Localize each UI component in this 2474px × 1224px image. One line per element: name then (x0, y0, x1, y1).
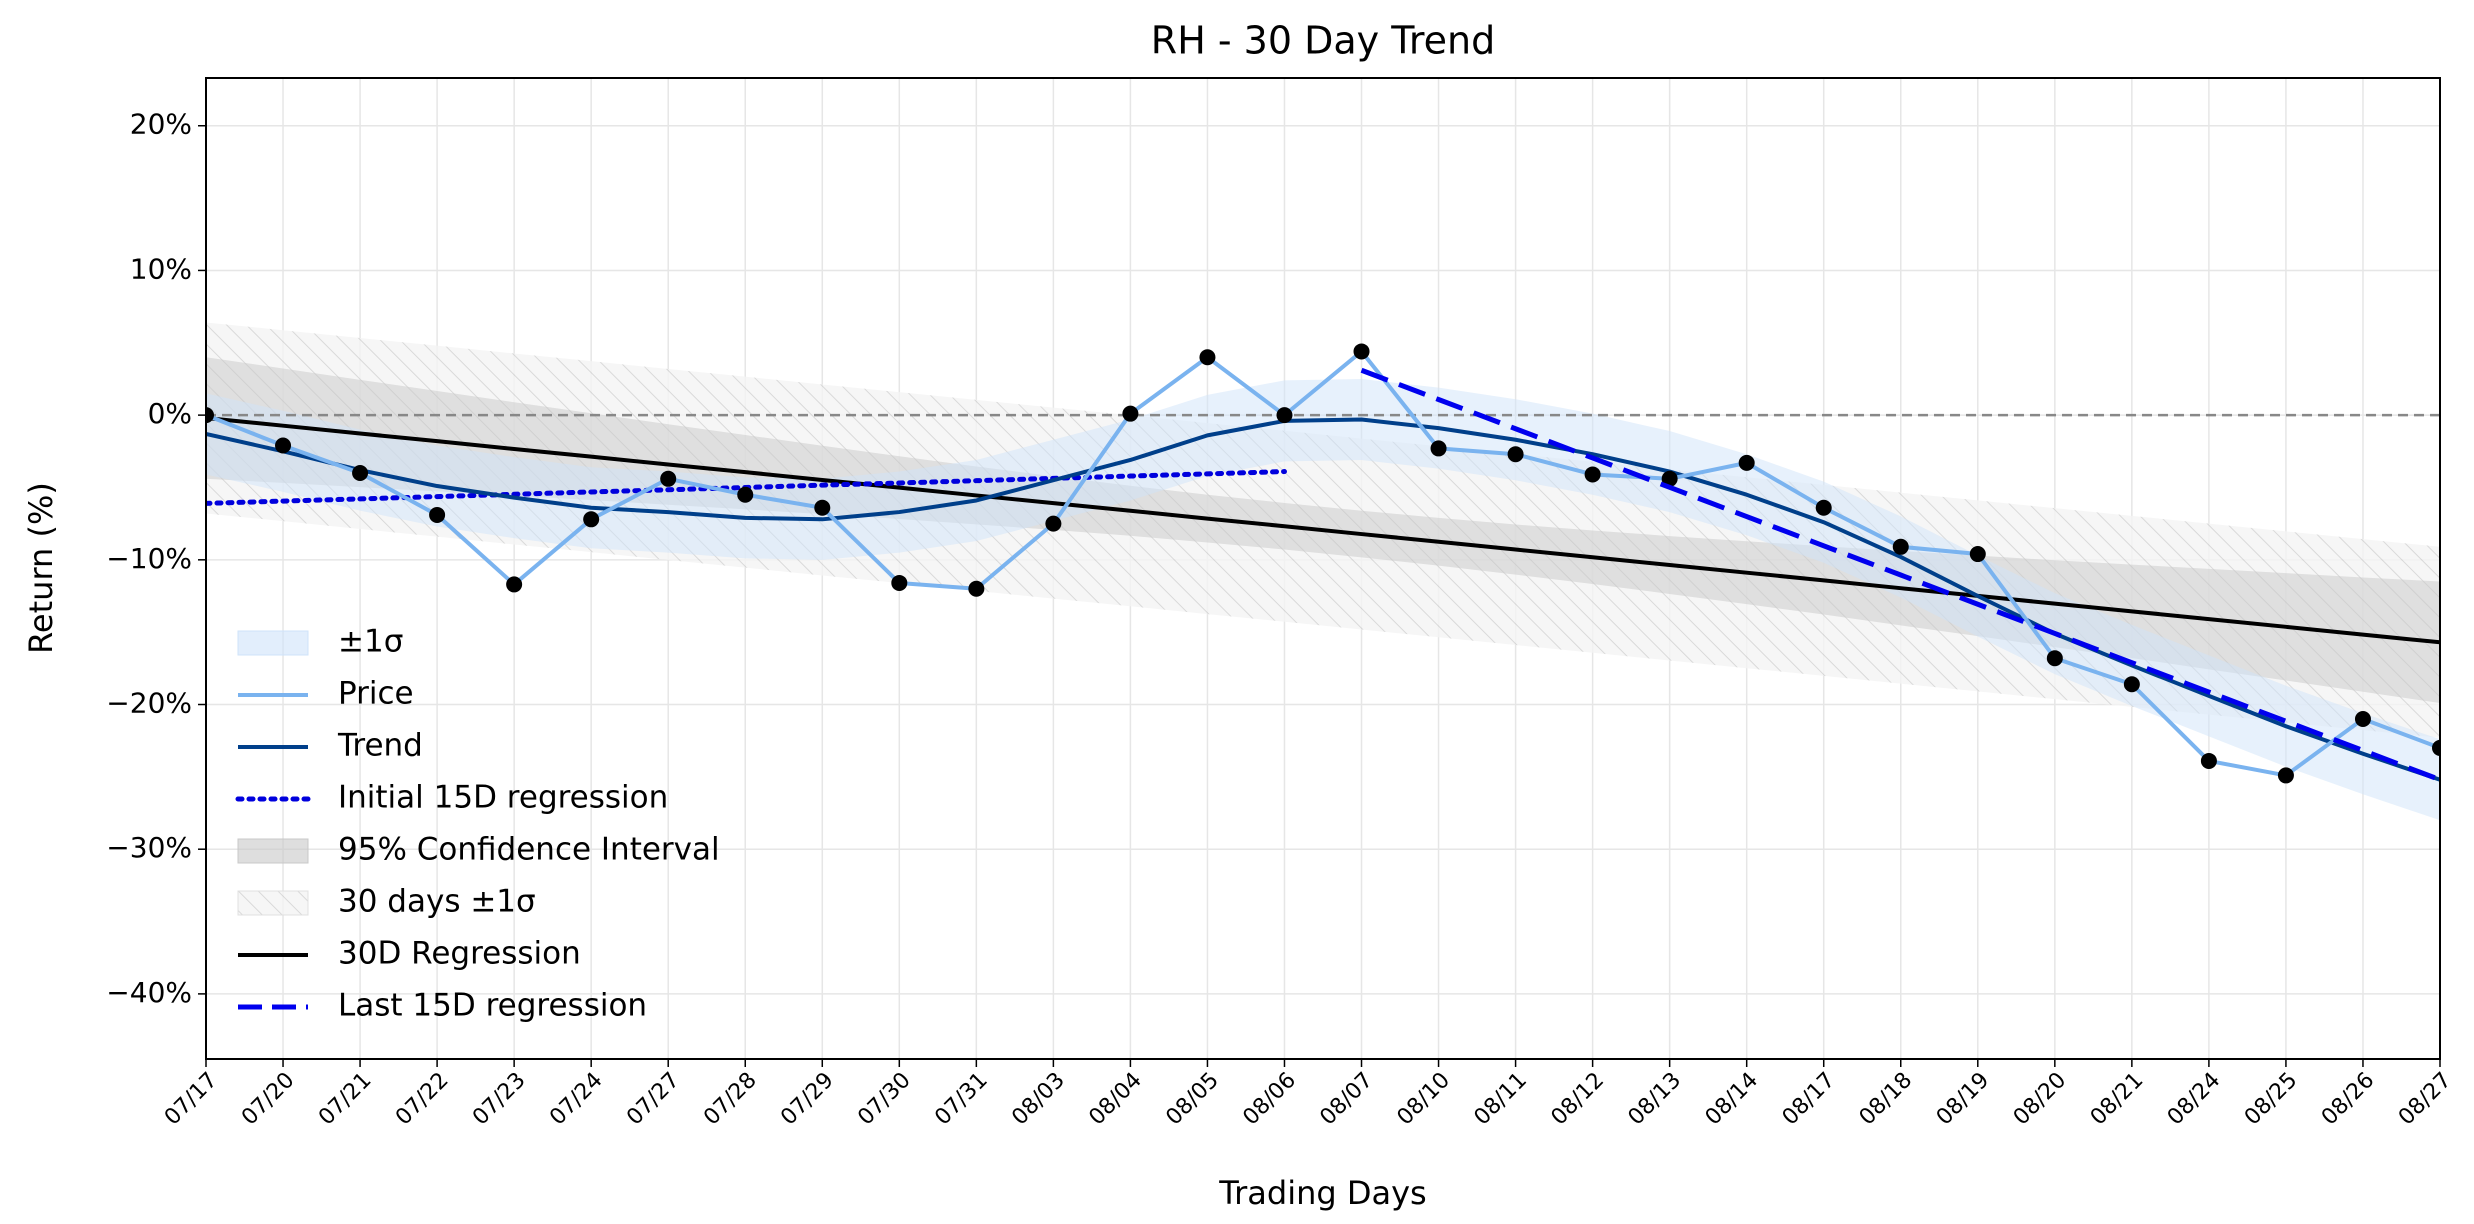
point (1584, 466, 1601, 483)
legend-swatch (237, 890, 309, 916)
legend-label: Last 15D regression (338, 988, 647, 1024)
point (2277, 767, 2294, 784)
legend-label: ±1σ (338, 624, 403, 660)
point (2354, 710, 2371, 727)
point (1276, 407, 1293, 424)
point (814, 499, 831, 516)
point (1045, 515, 1062, 532)
y-tick-label: −40% (106, 976, 192, 1009)
legend-label: 30 days ±1σ (338, 884, 536, 920)
point (1353, 343, 1370, 360)
point (1815, 499, 1832, 516)
point (2123, 676, 2140, 693)
legend-label: 95% Confidence Interval (338, 832, 720, 868)
point (660, 470, 677, 487)
legend-swatch (237, 630, 309, 656)
point (206, 407, 214, 424)
point (1738, 454, 1755, 471)
y-tick-label: 20% (130, 108, 192, 141)
y-axis-label: Return (%) (22, 482, 60, 654)
line (206, 416, 2440, 645)
y-tick-label: −20% (106, 687, 192, 720)
point (1122, 405, 1139, 422)
point (583, 511, 600, 528)
y-tick-label: −30% (106, 831, 192, 864)
line (1360, 367, 2440, 783)
plot-area (206, 322, 2440, 821)
point (1199, 349, 1216, 366)
point (506, 576, 523, 593)
legend-label: Initial 15D regression (338, 780, 668, 816)
point (968, 580, 985, 597)
y-tick-label: 0% (148, 397, 192, 430)
legend-label: Price (338, 676, 414, 712)
point (1969, 546, 1986, 563)
point (2046, 650, 2063, 667)
x-axis-label: Trading Days (1218, 1174, 1426, 1212)
y-tick-label: 10% (130, 252, 192, 285)
point (891, 574, 908, 591)
legend-label: 30D Regression (338, 936, 581, 972)
point (1507, 446, 1524, 463)
point (1661, 470, 1678, 487)
legend-label: Trend (337, 728, 423, 764)
point (1430, 440, 1447, 457)
chart-title: RH - 30 Day Trend (1151, 19, 1495, 63)
legend-swatch (237, 838, 309, 864)
point (429, 506, 446, 523)
line (206, 349, 2440, 778)
plot-frame (205, 77, 2441, 1060)
point (1892, 538, 1909, 555)
band (206, 378, 2440, 821)
line (206, 417, 2440, 782)
point (275, 437, 292, 454)
point (2200, 752, 2217, 769)
point (2432, 739, 2440, 756)
point (737, 486, 754, 503)
legend: ±1σ Price Trend Initial 15D regression 95% C… (235, 624, 720, 1024)
point (352, 465, 369, 482)
y-tick-label: −10% (106, 542, 192, 575)
